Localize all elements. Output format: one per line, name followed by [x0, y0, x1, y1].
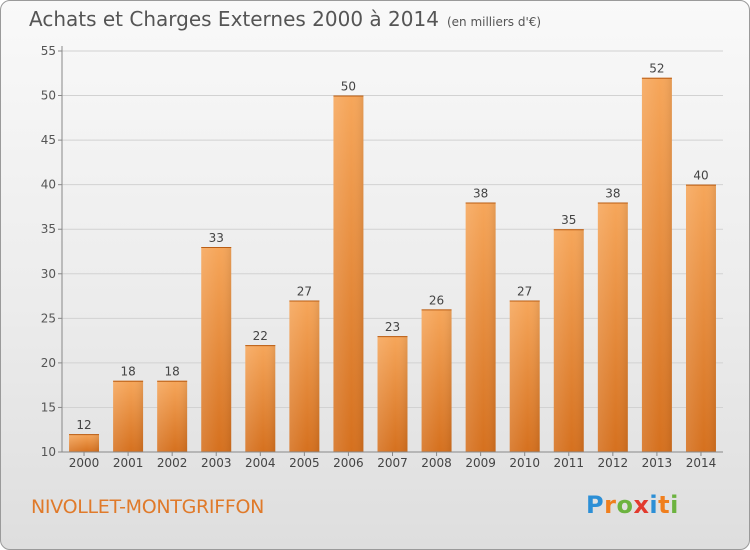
data-label: 12 [76, 418, 91, 432]
x-tick-label: 2006 [333, 456, 364, 470]
y-tick-label: 10 [41, 445, 56, 459]
logo-letter: x [633, 491, 650, 519]
bar-shading [685, 184, 716, 452]
chart-title-text: Achats et Charges Externes 2000 à 2014 [29, 7, 439, 31]
bar-shading [201, 247, 232, 452]
y-tick-label: 40 [41, 178, 56, 192]
bar-shading [597, 202, 628, 452]
y-tick-label: 35 [41, 222, 56, 236]
commune-name: NIVOLLET-MONTGRIFFON [31, 496, 265, 518]
bar-shading [157, 380, 188, 452]
x-tick-label: 2007 [377, 456, 408, 470]
logo-letter: i [670, 491, 679, 519]
y-tick-label: 45 [41, 133, 56, 147]
bar-shading [465, 202, 496, 452]
data-label: 35 [561, 213, 576, 227]
logo-letter: t [658, 491, 671, 519]
x-tick-label: 2000 [69, 456, 100, 470]
data-label: 26 [429, 293, 444, 307]
logo-letter: r [604, 491, 617, 519]
logo-letter: i [649, 491, 659, 519]
data-label: 18 [120, 365, 135, 379]
logo-letter: P [586, 491, 605, 519]
x-tick-label: 2003 [201, 456, 232, 470]
data-label: 27 [517, 285, 532, 299]
x-tick-label: 2005 [289, 456, 320, 470]
x-tick-label: 2011 [553, 456, 584, 470]
bar-shading [421, 309, 452, 452]
x-tick-label: 2008 [421, 456, 452, 470]
bar-shading [509, 300, 540, 452]
x-tick-label: 2002 [157, 456, 188, 470]
bar-shading [289, 300, 320, 452]
bar-shading [113, 380, 144, 452]
data-label: 50 [341, 80, 356, 94]
chart-title: Achats et Charges Externes 2000 à 2014 (e… [29, 7, 541, 31]
y-tick-label: 20 [41, 356, 56, 370]
logo-letter: o [616, 491, 634, 519]
data-label: 38 [605, 186, 620, 200]
chart-unit: (en milliers d'€) [446, 15, 542, 29]
data-label: 18 [165, 365, 180, 379]
x-tick-label: 2001 [113, 456, 144, 470]
x-tick-label: 2004 [245, 456, 276, 470]
data-label: 52 [649, 62, 664, 76]
bar-shading [69, 434, 100, 452]
y-tick-label: 30 [41, 267, 56, 281]
data-label: 23 [385, 320, 400, 334]
proxiti-logo: Proxiti [586, 491, 679, 519]
bar-shading [641, 77, 672, 452]
y-tick-label: 55 [41, 44, 56, 58]
y-tick-label: 50 [41, 89, 56, 103]
data-label: 33 [209, 231, 224, 245]
data-label: 22 [253, 329, 268, 343]
x-tick-label: 2010 [509, 456, 540, 470]
bar-shading [245, 345, 276, 452]
y-tick-label: 15 [41, 400, 56, 414]
x-tick-label: 2013 [642, 456, 673, 470]
data-label: 38 [473, 186, 488, 200]
data-label: 27 [297, 285, 312, 299]
bar-shading [553, 229, 584, 452]
x-tick-label: 2009 [465, 456, 496, 470]
data-label: 40 [693, 169, 708, 183]
y-tick-label: 25 [41, 311, 56, 325]
x-tick-label: 2012 [598, 456, 629, 470]
x-tick-label: 2014 [686, 456, 717, 470]
bar-shading [333, 95, 364, 453]
bar-shading [377, 336, 408, 452]
